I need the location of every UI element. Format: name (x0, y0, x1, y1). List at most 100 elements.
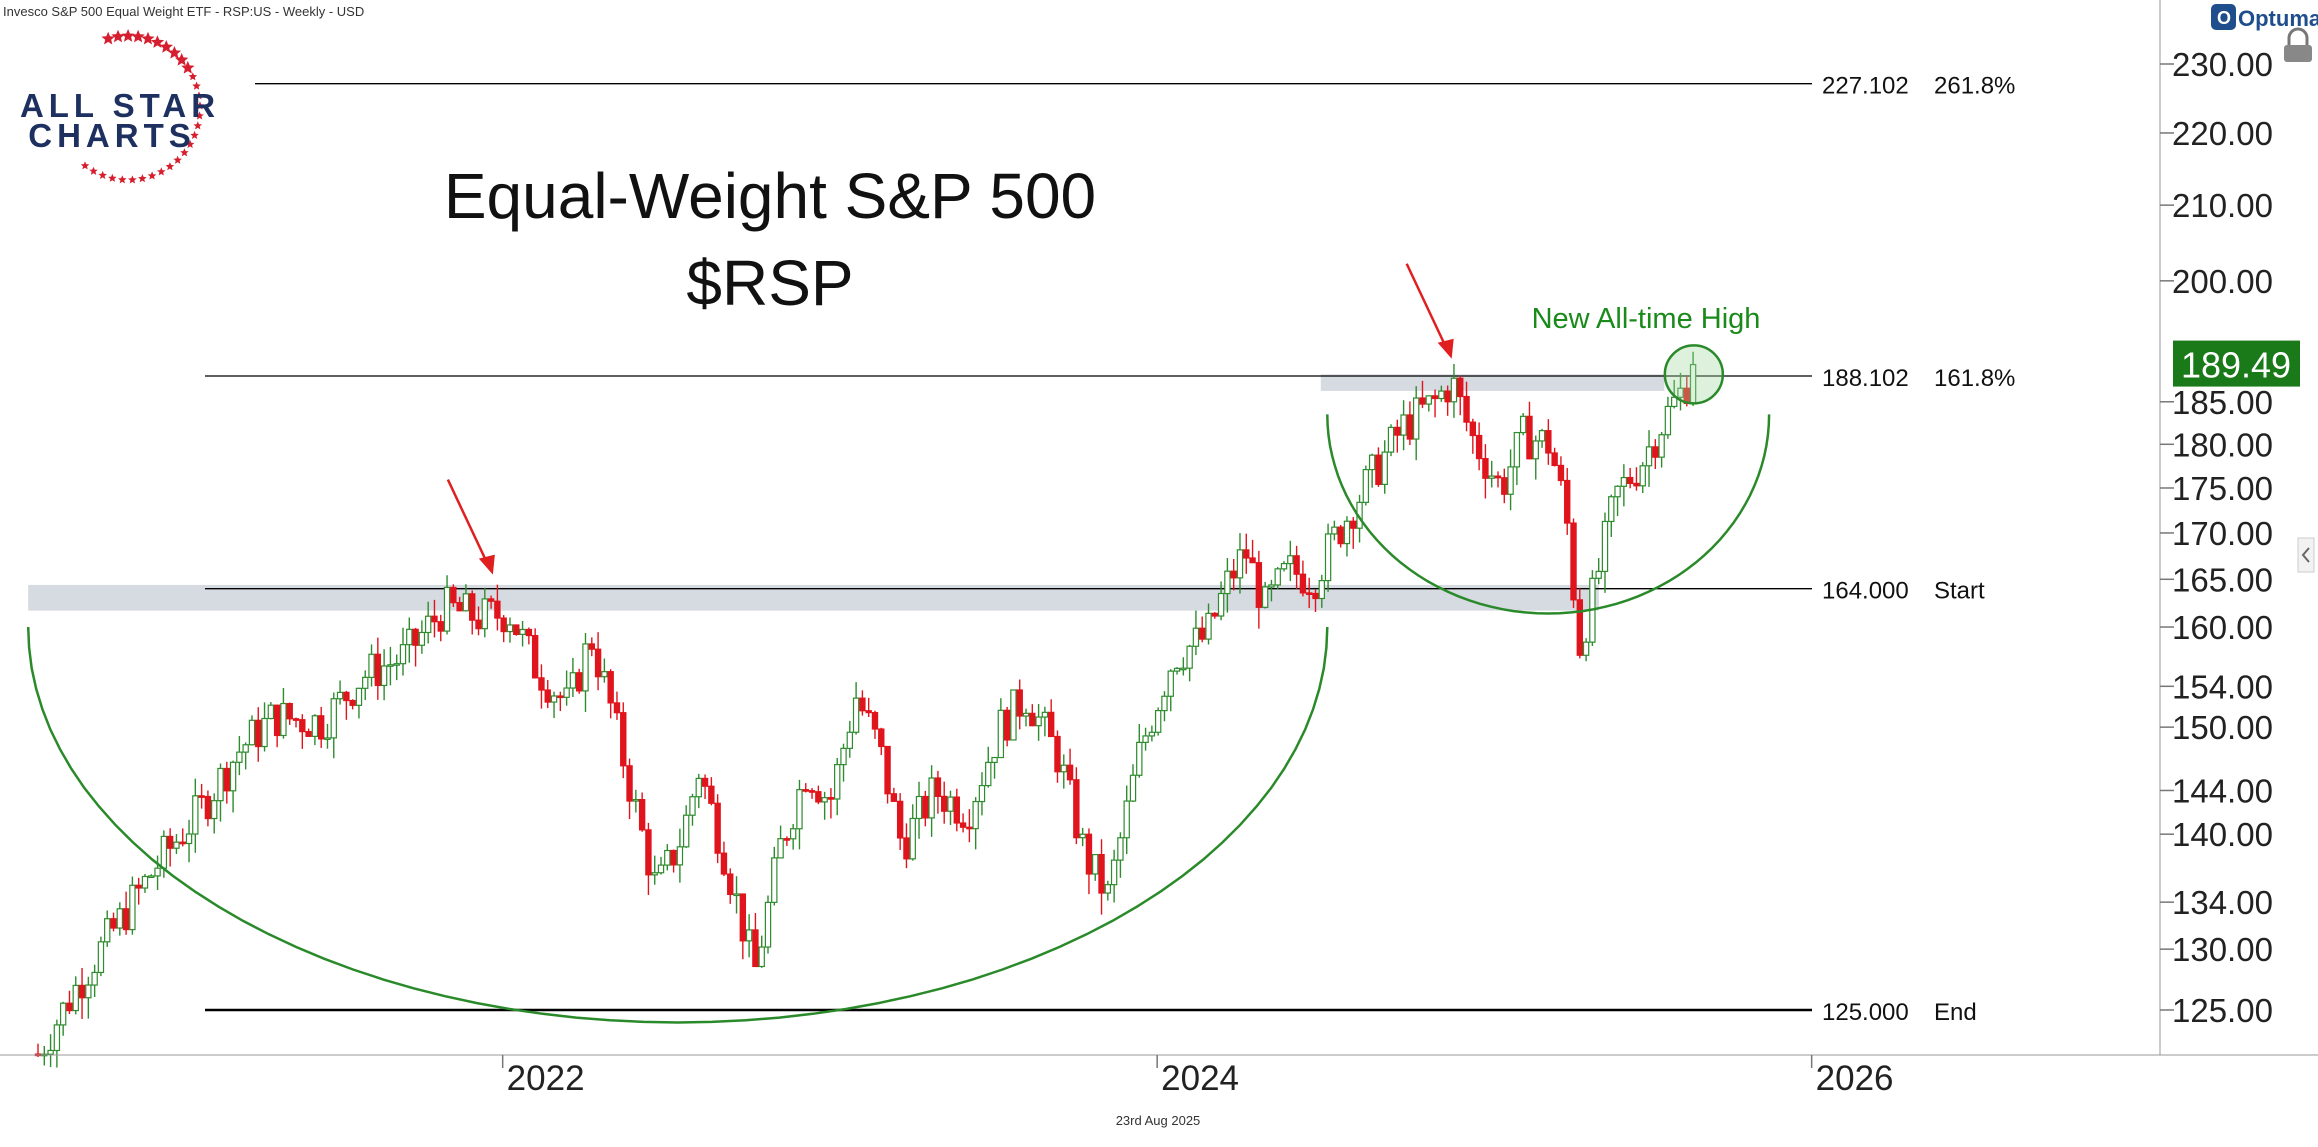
candle-down (865, 710, 872, 714)
candle-up (148, 875, 155, 879)
chevron-left-icon[interactable] (2297, 537, 2315, 573)
candle-down (1557, 464, 1565, 482)
cup-arc (1326, 414, 1771, 615)
candle-up (676, 846, 684, 866)
candle-up (695, 777, 702, 798)
candle-down (273, 704, 281, 737)
logo-star (121, 29, 135, 42)
footer-date: 23rd Aug 2025 (1116, 1113, 1201, 1128)
candle-up (387, 664, 394, 667)
candle-up (1180, 667, 1187, 671)
candle-up (141, 875, 149, 889)
red-arrows (446, 263, 1454, 575)
candle-up (777, 838, 784, 859)
y-tick-label: 210.00 (2172, 187, 2273, 224)
candle-up (1224, 570, 1231, 595)
candle-down (959, 822, 967, 828)
candle-up (846, 731, 854, 749)
candle-up (1425, 395, 1432, 405)
candle-up (1507, 466, 1514, 495)
candle-down (531, 634, 539, 679)
candle-down (576, 672, 583, 692)
lock-icon[interactable] (2284, 27, 2312, 62)
candle-down (966, 826, 973, 830)
candle-up (928, 777, 935, 819)
level-value-label: 227.102 (1822, 73, 1909, 100)
red-arrow-head (1437, 338, 1454, 359)
candle-down (450, 586, 457, 604)
candle-down (607, 671, 614, 704)
candle-down (179, 841, 186, 845)
candle-down (1047, 711, 1055, 738)
candle-up (1620, 476, 1628, 487)
y-tick-label: 150.00 (2172, 709, 2273, 746)
candle-down (802, 789, 809, 792)
y-tick-label: 170.00 (2172, 515, 2273, 552)
candle-down (1085, 833, 1093, 875)
candle-up (185, 833, 193, 845)
candle-up (160, 835, 168, 869)
level-ratio-label: 161.8% (1934, 365, 2015, 392)
candle-down (475, 619, 482, 630)
candle-down (538, 677, 545, 691)
resistance-zone (1320, 374, 1665, 391)
candle-up (1318, 580, 1325, 600)
candle-up (1261, 586, 1269, 608)
candle-down (122, 908, 130, 931)
candle-up (1041, 711, 1049, 718)
candle-up (1601, 520, 1609, 573)
chart-title: Equal-Weight S&P 500 (444, 160, 1096, 232)
candle-up (563, 687, 570, 698)
candle-down (896, 800, 904, 839)
candle-up (91, 971, 98, 986)
x-tick-label: 2024 (1161, 1059, 1239, 1098)
candle-down (1419, 397, 1426, 405)
candle-down (469, 593, 476, 621)
x-tick-label: 2022 (507, 1059, 585, 1098)
candle-down (638, 798, 646, 831)
candle-down (1564, 479, 1571, 524)
logo-star (131, 29, 145, 43)
candle-up (59, 1002, 67, 1026)
candle-down (620, 712, 627, 767)
candle-down (349, 699, 356, 706)
candle-up (569, 672, 577, 689)
candle-up (324, 737, 331, 741)
candle-down (720, 852, 728, 875)
candle-down (1054, 735, 1061, 773)
candle-up (1280, 562, 1288, 570)
candle-up (1129, 774, 1137, 802)
logo-star (181, 60, 195, 74)
candle-down (708, 785, 715, 804)
logo-star (141, 31, 155, 45)
vendor-logo: O Optuma (2211, 4, 2318, 31)
candle-up (1362, 469, 1370, 503)
candle-up (1532, 440, 1539, 460)
candle-up (1400, 414, 1407, 436)
candle-up (97, 941, 105, 974)
candle-up (1664, 405, 1672, 436)
candle-down (1576, 599, 1584, 656)
logo-star (147, 171, 157, 180)
candles (34, 351, 1697, 1068)
candle-down (110, 918, 117, 929)
candle-down (1299, 573, 1307, 594)
candle-down (1003, 709, 1011, 741)
logo-star (190, 130, 199, 139)
candle-down (343, 691, 350, 702)
candle-up (909, 817, 916, 860)
candle-up (1488, 475, 1495, 479)
candle-up (1173, 667, 1181, 672)
vendor-logo-icon (2211, 4, 2236, 30)
candle-down (922, 795, 929, 819)
candle-up (657, 864, 665, 874)
candle-down (739, 893, 747, 942)
candle-down (1306, 592, 1313, 596)
logo-star (192, 81, 201, 90)
candle-up (978, 784, 986, 803)
candle-down (1570, 522, 1577, 601)
candle-down (808, 790, 816, 793)
candle-down (1469, 421, 1477, 437)
